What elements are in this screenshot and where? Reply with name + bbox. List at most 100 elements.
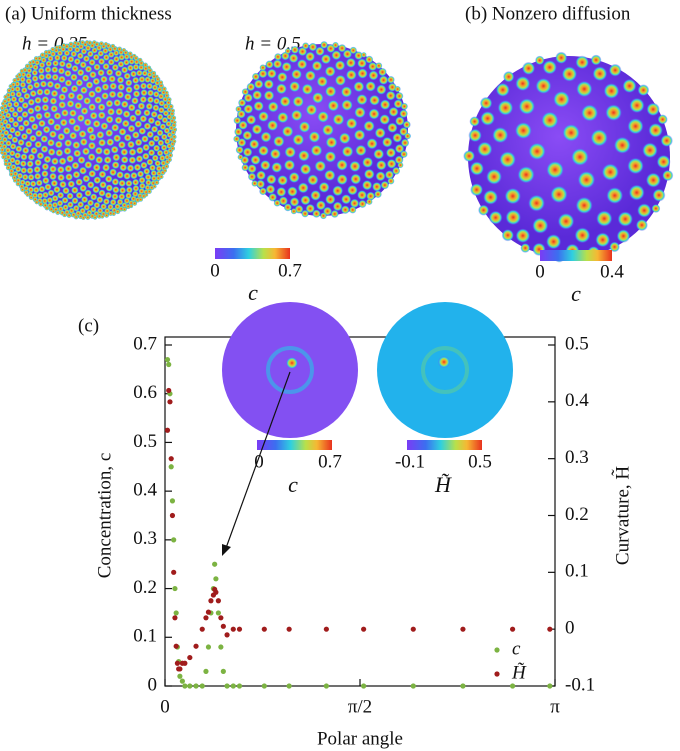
sphere-spot [80, 40, 85, 45]
sphere-spot [265, 60, 273, 68]
sphere-spot [392, 167, 400, 175]
sphere-spot [109, 90, 117, 98]
sphere-spot [88, 133, 96, 141]
sphere-spot [646, 173, 661, 188]
sphere-spot [62, 213, 67, 218]
sphere-spot [260, 160, 271, 171]
sphere-spot [22, 147, 30, 155]
sphere-spot [373, 149, 384, 160]
sphere-spot [117, 76, 125, 84]
sphere-spot [103, 148, 111, 156]
sphere-spot [480, 97, 493, 110]
sphere-spot [325, 194, 335, 204]
sphere-spot [401, 139, 409, 147]
colorbar-title: c [288, 472, 298, 497]
sphere-spot [339, 132, 351, 144]
sphere-spot [264, 90, 275, 101]
colorbar-title: H̃ [434, 472, 452, 497]
sphere-spot [68, 41, 73, 46]
point [182, 683, 187, 688]
sphere-spot [58, 67, 66, 75]
sphere-spot [251, 180, 258, 187]
sphere-spot [112, 161, 120, 169]
sphere-spot [642, 142, 658, 158]
sphere-spot [51, 157, 59, 165]
point [193, 644, 198, 649]
sphere-spot [470, 161, 484, 175]
sphere-spot [346, 118, 358, 130]
sphere-spot [305, 70, 316, 81]
sphere-spot [85, 81, 93, 89]
sphere-spot [366, 198, 373, 205]
point [262, 627, 267, 632]
sphere-spot [65, 62, 73, 70]
y-tick-label: 0.7 [133, 333, 157, 354]
y2-tick-label: 0 [565, 618, 575, 639]
sphere-spot [44, 206, 49, 211]
sphere-spot [97, 103, 105, 111]
point [262, 683, 267, 688]
x-tick-label: π/2 [348, 696, 372, 717]
sphere-spot [638, 84, 650, 96]
sphere-spot [60, 86, 68, 94]
sphere-spot [44, 66, 51, 73]
sphere-spot [20, 187, 25, 192]
sphere-spot [376, 160, 387, 171]
sphere-spot [117, 46, 122, 51]
sphere-spot [132, 179, 139, 186]
colorbar-label: -0.1 [395, 451, 425, 472]
colorbar [407, 440, 482, 450]
sphere-spot [386, 91, 396, 101]
sphere-spot [575, 227, 591, 243]
sphere-spot [302, 42, 309, 49]
sphere-spot [59, 157, 67, 165]
point [170, 513, 175, 518]
sphere-spot [98, 139, 106, 147]
sphere-spot [478, 205, 489, 216]
sphere-spot [0, 151, 4, 155]
sphere-spot [64, 165, 72, 173]
point [213, 576, 218, 581]
sphere-spot [51, 73, 59, 81]
sphere-spot [41, 96, 49, 104]
sphere-spot [120, 148, 128, 156]
sphere-spot [502, 229, 514, 241]
sphere-spot [26, 167, 33, 174]
point [231, 683, 236, 688]
point [167, 399, 172, 404]
sphere-spot [119, 164, 127, 172]
sphere-spot [171, 115, 176, 120]
point [174, 610, 179, 615]
sphere-spot [505, 188, 522, 205]
point [221, 669, 226, 674]
sphere-spot [581, 104, 598, 121]
point [460, 683, 465, 688]
sphere-spot [596, 210, 612, 226]
sphere-spot [122, 207, 127, 212]
sphere-spot [72, 171, 80, 179]
point [237, 627, 242, 632]
sphere-spot [101, 92, 109, 100]
sphere-spot [51, 66, 58, 73]
sphere-spot [243, 147, 253, 157]
colorbar-label: 0.7 [278, 260, 302, 281]
sphere-spot [100, 215, 104, 219]
x-tick-label: π [550, 696, 560, 717]
sphere-spot [105, 115, 113, 123]
sphere-spot [81, 216, 86, 221]
sphere-spot [118, 141, 126, 149]
sphere-spot [354, 129, 366, 141]
sphere-spot [558, 213, 575, 230]
sphere-spot [337, 174, 348, 185]
sphere-spot [627, 158, 644, 175]
sphere-spot [341, 99, 353, 111]
point [212, 562, 217, 567]
sphere-spot [137, 170, 144, 177]
sphere-spot [657, 155, 671, 169]
sphere-spot [605, 104, 622, 121]
point [177, 666, 182, 671]
sphere-spot [92, 120, 100, 128]
sphere-spot [170, 146, 175, 151]
sphere-spot [347, 185, 358, 196]
sphere-spot [399, 109, 408, 118]
